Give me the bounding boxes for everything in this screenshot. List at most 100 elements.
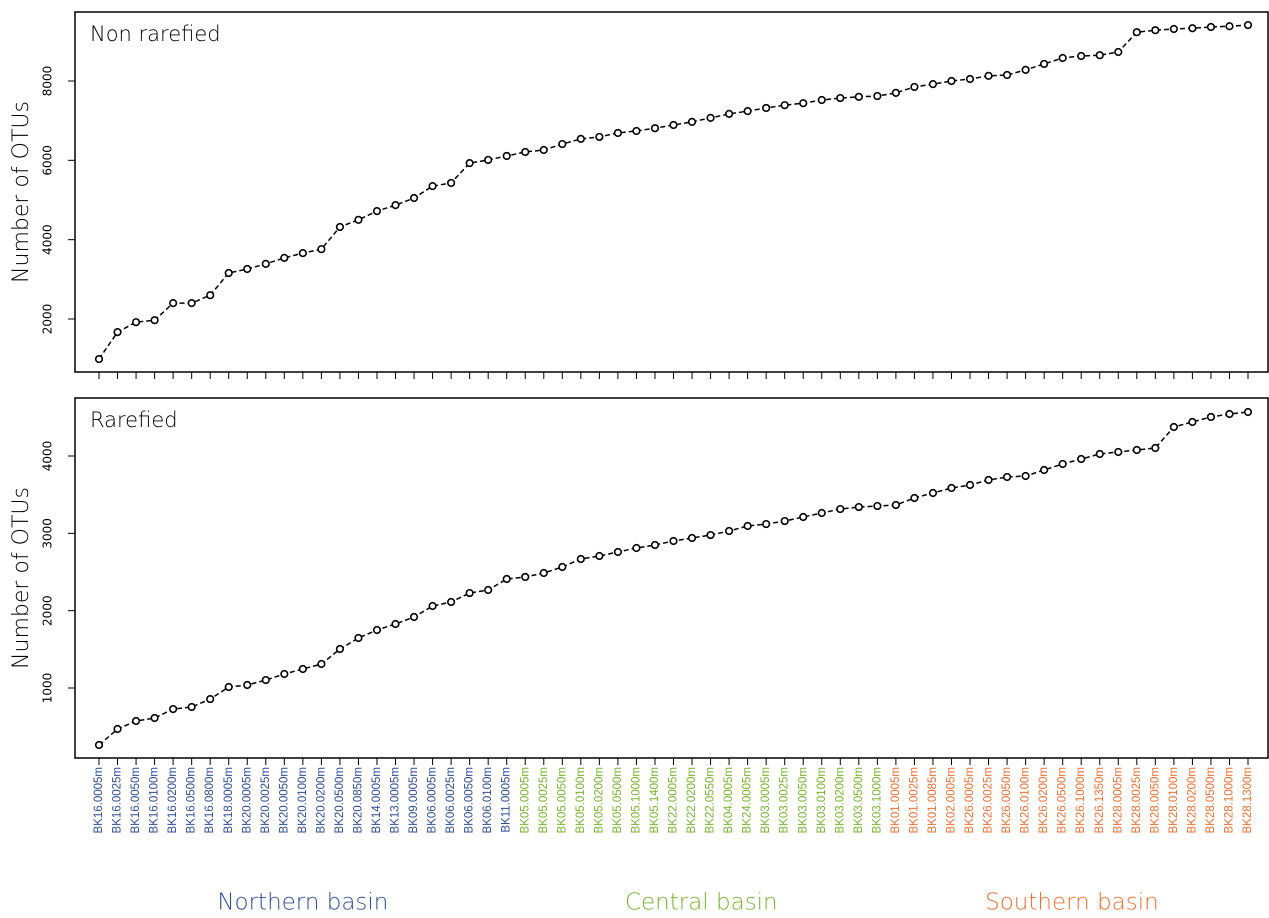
data-point	[687, 533, 697, 543]
data-point	[1095, 449, 1104, 459]
data-point	[409, 612, 419, 622]
data-point	[1225, 22, 1234, 31]
data-point	[94, 354, 104, 364]
data-point	[298, 249, 307, 258]
data-point	[650, 124, 660, 133]
data-point	[854, 502, 863, 512]
x-tick-label: BK05.0500m	[612, 767, 624, 834]
data-point	[1188, 417, 1197, 427]
group-label: Northern basin	[217, 890, 388, 916]
data-point	[261, 259, 270, 268]
data-point	[1225, 409, 1234, 419]
y-tick-label: 3000	[41, 518, 55, 549]
x-tick-label: BK26.0200m	[1038, 767, 1050, 834]
x-tick-label: BK20.0100m	[297, 767, 309, 834]
data-point	[224, 682, 233, 692]
x-tick-label: BK26.0025m	[983, 767, 995, 834]
x-tick-label: BK11.0005m	[501, 767, 513, 833]
x-tick-label: BK28.0100m	[1168, 767, 1180, 834]
data-point	[706, 113, 715, 122]
data-point	[280, 253, 289, 263]
data-point	[335, 222, 345, 232]
data-point	[1095, 51, 1104, 60]
data-point	[354, 215, 363, 224]
data-point	[502, 151, 511, 161]
data-point	[113, 327, 122, 337]
data-point	[743, 521, 752, 531]
x-tick-label: BK26.0005m	[964, 767, 976, 834]
data-point	[650, 540, 660, 550]
x-tick-label: BK01.0005m	[890, 767, 902, 834]
data-point	[817, 95, 826, 105]
x-tick-label: BK16.0005m	[93, 767, 105, 834]
data-point	[576, 134, 585, 144]
data-point	[984, 71, 993, 80]
data-point	[669, 536, 678, 546]
data-point	[873, 501, 882, 511]
data-point	[1077, 51, 1086, 61]
x-tick-label: BK24.0005m	[742, 767, 754, 834]
x-tick-label: BK03.0050m	[797, 767, 809, 834]
data-point	[169, 704, 178, 714]
data-point	[428, 601, 437, 611]
data-point	[780, 516, 789, 526]
data-point	[632, 543, 641, 553]
x-tick-label: BK16.0025m	[112, 767, 124, 834]
x-tick-label: BK26.1000m	[1075, 767, 1087, 834]
x-tick-label: BK05.0025m	[538, 767, 550, 834]
data-point	[113, 724, 122, 734]
y-tick-label: 8000	[41, 66, 55, 97]
data-point	[632, 126, 641, 136]
x-tick-label: BK05.0200m	[593, 767, 605, 834]
data-point	[502, 574, 511, 584]
data-point	[1151, 443, 1160, 453]
data-point	[1151, 26, 1160, 35]
x-tick-label: BK06.0005m	[427, 767, 439, 834]
data-point	[1132, 28, 1141, 37]
data-point	[1077, 454, 1086, 464]
data-point	[1040, 59, 1049, 69]
x-tick-label: BK14.0005m	[371, 767, 383, 834]
data-point	[465, 588, 474, 598]
data-point	[187, 299, 196, 308]
x-tick-label: BK03.0005m	[760, 767, 772, 834]
data-point	[206, 694, 215, 704]
data-point	[1021, 65, 1030, 74]
x-tick-label: BK01.0085m	[927, 767, 939, 834]
data-point	[169, 299, 178, 308]
data-point	[224, 268, 233, 278]
x-tick-label: BK04.0005m	[723, 767, 735, 834]
data-point	[984, 475, 993, 485]
data-point	[669, 120, 678, 130]
series-line	[98, 24, 1249, 360]
data-point	[317, 245, 326, 254]
data-point	[910, 493, 919, 503]
data-point	[1132, 445, 1141, 455]
x-tick-label: BK03.0025m	[779, 767, 791, 834]
x-tick-label: BK05.0050m	[556, 767, 568, 834]
data-point	[131, 716, 141, 726]
x-tick-label: BK20.0850m	[352, 767, 364, 834]
data-point	[1188, 24, 1197, 33]
data-point	[724, 109, 734, 119]
x-tick-label: BK22.0550m	[705, 767, 717, 834]
x-tick-label: BK28.0050m	[1149, 767, 1161, 834]
x-tick-label: BK03.0200m	[834, 767, 846, 834]
data-point	[1040, 465, 1049, 475]
y-tick-label: 4000	[41, 441, 55, 472]
x-tick-label: BK28.0200m	[1186, 767, 1198, 834]
data-point	[484, 155, 493, 165]
data-point	[372, 625, 382, 635]
data-point	[1058, 53, 1067, 63]
group-label: Southern basin	[985, 890, 1159, 916]
data-point	[891, 500, 900, 510]
data-point	[539, 568, 548, 578]
data-point	[613, 547, 623, 557]
data-point	[428, 182, 437, 191]
x-tick-label: BK06.0025m	[445, 767, 457, 834]
x-tick-label: BK20.0500m	[334, 767, 346, 834]
data-point	[335, 644, 345, 654]
x-tick-label: BK05.1000m	[630, 767, 642, 834]
x-tick-label: BK28.0005m	[1112, 767, 1124, 834]
